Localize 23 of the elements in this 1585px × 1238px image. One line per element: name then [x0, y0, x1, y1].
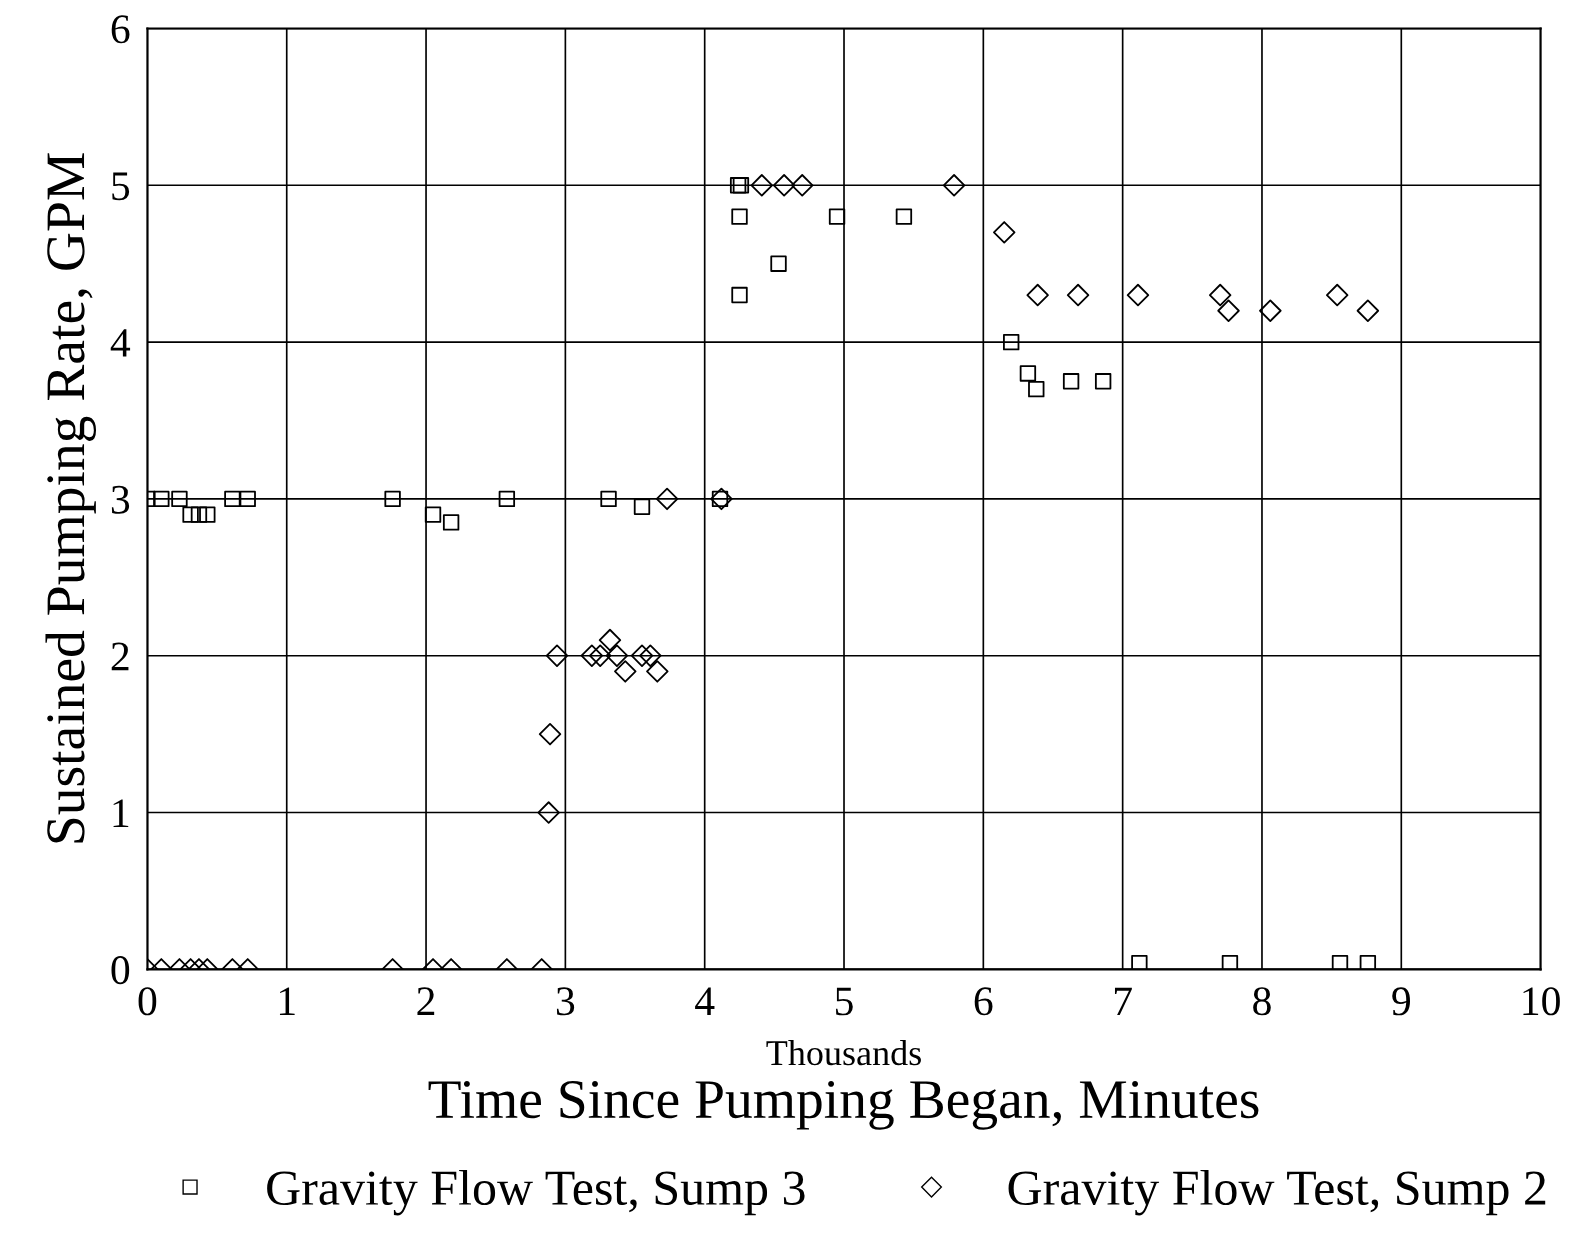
- y-tick-label: 5: [112, 172, 130, 201]
- x-tick-label: 1: [279, 987, 295, 1015]
- x-tick-label: 3: [556, 987, 575, 1016]
- x-tick-label: 0: [138, 987, 157, 1016]
- x-tick-label: 9: [1392, 987, 1411, 1016]
- x-tick-label: 4: [695, 987, 715, 1015]
- x-axis-title: Time Since Pumping Began, Minutes: [428, 1080, 1259, 1130]
- y-tick-label: 0: [111, 956, 130, 985]
- x-tick-label: 6: [974, 987, 993, 1016]
- x-tick-label: 2: [417, 987, 435, 1015]
- y-tick-label: 4: [110, 329, 131, 357]
- x-tick-label: 10: [1523, 987, 1560, 1016]
- y-tick-label: 2: [111, 642, 129, 671]
- y-tick-label: 1: [113, 799, 129, 827]
- x-tick-label: 8: [1253, 987, 1271, 1016]
- legend-label: Gravity Flow Test, Sump 2: [1008, 1169, 1546, 1216]
- legend-label: Gravity Flow Test, Sump 3: [267, 1169, 805, 1216]
- x-tick-label: 5: [836, 987, 853, 1016]
- y-axis-title: Sustained Pumping Rate, GPM: [45, 153, 97, 843]
- y-tick-label: 6: [111, 15, 130, 44]
- x-tick-label: 7: [1114, 987, 1132, 1015]
- y-tick-label: 3: [111, 485, 130, 514]
- text: Thousands: [766, 1039, 921, 1066]
